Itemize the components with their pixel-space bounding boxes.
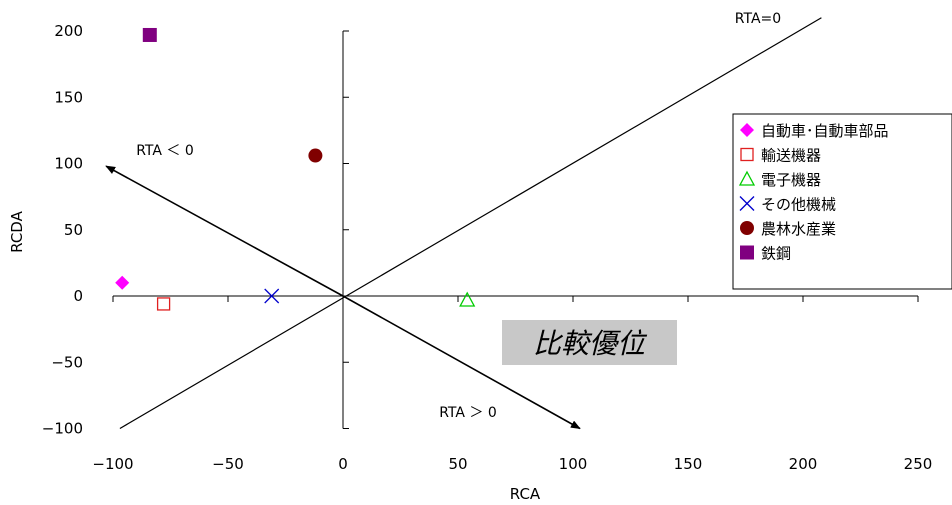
y-tick-label: −50 <box>51 353 83 371</box>
y-axis-ticks: 200 150 100 50 0 −50 −100 <box>42 22 349 438</box>
data-point <box>308 148 323 163</box>
legend-label: その他機械 <box>761 196 836 214</box>
y-tick-label: −100 <box>42 420 83 438</box>
x-tick-label: 100 <box>559 455 588 473</box>
legend-label: 電子機器 <box>761 171 821 189</box>
y-tick-label: 150 <box>54 88 83 106</box>
legend-marker <box>740 221 754 235</box>
reference-line-label: RTA ＜ 0 <box>136 143 194 159</box>
data-point <box>142 27 157 42</box>
x-tick-label: −100 <box>92 455 133 473</box>
legend-marker <box>740 123 754 137</box>
x-tick-label: 150 <box>674 455 703 473</box>
x-stroke <box>739 196 755 211</box>
axes: −100 −50 0 50 100 150 200 250 200150100500−50−1… <box>42 22 933 473</box>
y-axis-title: RCDA <box>8 210 26 252</box>
legend-label: 輸送機器 <box>761 147 821 165</box>
y-tick-label: 0 <box>73 287 83 305</box>
rta-zero-line <box>119 17 822 430</box>
x-tick-label: 50 <box>448 455 467 473</box>
legend-label: 自動車･自動車部品 <box>761 122 889 140</box>
data-points <box>115 27 476 311</box>
legend-box <box>732 113 952 290</box>
data-point <box>115 275 130 290</box>
x-tick-label: −50 <box>212 455 244 473</box>
legend-marker <box>738 170 756 186</box>
x-axis-ticks: −100 −50 0 50 100 150 200 250 <box>92 296 932 473</box>
x-tick-label: 250 <box>904 455 933 473</box>
advantage-box: 比較優位 <box>502 320 677 365</box>
legend-label: 鉄鋼 <box>761 245 791 263</box>
data-point <box>156 297 171 311</box>
y-tick-label: 50 <box>64 221 83 239</box>
data-point <box>264 288 280 304</box>
advantage-box-label: 比較優位 <box>533 327 648 360</box>
x-axis-title: RCA <box>510 485 541 503</box>
data-point <box>459 291 476 307</box>
legend-marker <box>740 147 754 162</box>
reference-lines: RTA=0 RTA ＜ 0 RTA ＞ 0 <box>105 11 822 430</box>
y-tick-label: 100 <box>54 155 83 173</box>
advantage-box-bg <box>502 320 677 365</box>
legend-label: 農林水産業 <box>761 220 836 238</box>
direction-arrow <box>105 165 344 297</box>
direction-arrow <box>342 295 581 430</box>
reference-line-label: RTA ＞ 0 <box>439 405 497 421</box>
legend-marker <box>740 245 754 260</box>
legend-marker <box>739 196 755 211</box>
y-tick-label: 200 <box>54 22 83 40</box>
x-tick-label: 0 <box>338 455 348 473</box>
reference-line-label: RTA=0 <box>735 11 781 27</box>
x-tick-label: 200 <box>789 455 818 473</box>
x-stroke <box>264 288 280 304</box>
